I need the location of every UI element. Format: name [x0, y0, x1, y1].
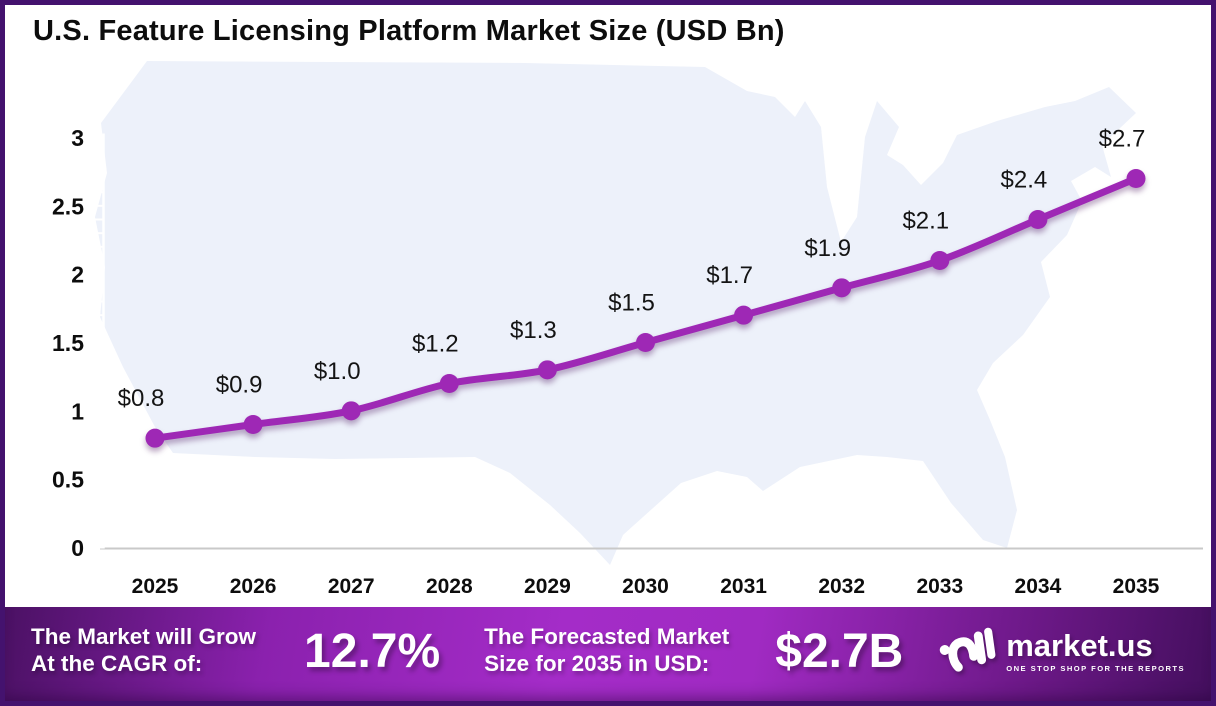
data-point-marker [243, 415, 263, 434]
y-axis [89, 133, 105, 549]
x-tick-label: 2029 [524, 575, 571, 598]
data-point-label: $1.9 [804, 235, 851, 262]
logo-tagline: ONE STOP SHOP FOR THE REPORTS [1006, 663, 1185, 673]
x-tick-label: 2030 [622, 575, 669, 598]
us-map-silhouette [95, 61, 1136, 565]
data-point-label: $1.0 [314, 358, 361, 385]
data-point-label: $1.3 [510, 317, 557, 344]
market-size-line-chart: 0 0.5 1 1.5 2 2.5 3 2025 2026 2027 2028 2029 2030 203… [52, 125, 1203, 598]
data-point-marker [537, 360, 557, 380]
data-point-label: $2.4 [1001, 167, 1048, 194]
data-point-label: $2.7 [1099, 126, 1146, 153]
data-point-label: $1.2 [412, 331, 459, 358]
cagr-label-line1: The Market will Grow [31, 624, 257, 650]
us-map-shape [95, 61, 1136, 565]
data-point-marker [1126, 169, 1146, 188]
x-tick-label: 2025 [132, 575, 179, 598]
data-point-label: $0.9 [216, 372, 263, 399]
marketus-logo-icon [939, 627, 996, 672]
page-title: U.S. Feature Licensing Platform Market S… [33, 15, 785, 47]
data-point-marker [734, 305, 754, 325]
x-tick-label: 2033 [916, 575, 963, 598]
data-point-label: $0.8 [118, 385, 165, 412]
data-point-marker [145, 428, 165, 448]
marketus-logo-text: market.us ONE STOP SHOP FOR THE REPORTS [1006, 630, 1185, 673]
summary-banner: The Market will Grow At the CAGR of: 12.… [5, 607, 1211, 701]
market-size-series [145, 169, 1146, 448]
x-tick-label: 2027 [328, 575, 375, 598]
x-tick-label: 2034 [1015, 575, 1062, 598]
x-tick-labels: 2025 2026 2027 2028 2029 2030 2031 2032 2033 2034… [132, 575, 1160, 598]
data-point-marker [832, 278, 852, 298]
x-tick-label: 2028 [426, 575, 473, 598]
logo-name: market.us [1006, 627, 1153, 663]
forecast-label-line2: Size for 2035 in USD: [484, 651, 710, 676]
data-point-marker [636, 333, 655, 352]
x-tick-label: 2026 [230, 575, 277, 598]
cagr-label-line2: At the CAGR of: [31, 651, 203, 676]
data-point-marker [341, 401, 361, 421]
data-point-label: $1.5 [608, 290, 655, 317]
x-tick-label: 2031 [720, 575, 767, 598]
data-point-label: $1.7 [706, 262, 753, 289]
forecast-value: $2.7B [775, 624, 904, 678]
cagr-label: The Market will Grow At the CAGR of: [31, 624, 256, 677]
data-point-marker [1028, 210, 1048, 229]
y-tick-label: 3 [71, 125, 84, 151]
data-point-marker [930, 251, 950, 270]
marketus-logo[interactable]: market.us ONE STOP SHOP FOR THE REPORTS [938, 626, 1185, 676]
x-tick-label: 2035 [1113, 575, 1160, 598]
x-tick-label: 2032 [818, 575, 865, 598]
forecast-label: The Forecasted Market Size for 2035 in U… [484, 624, 729, 677]
y-tick-label: 1 [71, 398, 84, 424]
y-tick-label: 2 [71, 262, 84, 288]
cagr-value: 12.7% [304, 624, 441, 678]
y-tick-label: 0 [71, 535, 84, 561]
data-point-marker [439, 374, 459, 393]
y-tick-label: 1.5 [52, 330, 84, 356]
forecast-label-line1: The Forecasted Market [484, 624, 730, 650]
y-tick-label: 2.5 [52, 193, 84, 219]
data-point-labels: $0.8 $0.9 $1.0 $1.2 $1.3 $1.5 $1.7 $1.9 $2.1 $2.4… [118, 126, 1146, 413]
y-tick-labels: 0 0.5 1 1.5 2 2.5 3 [52, 125, 84, 561]
y-tick-label: 0.5 [52, 467, 84, 493]
data-point-label: $2.1 [902, 208, 949, 235]
